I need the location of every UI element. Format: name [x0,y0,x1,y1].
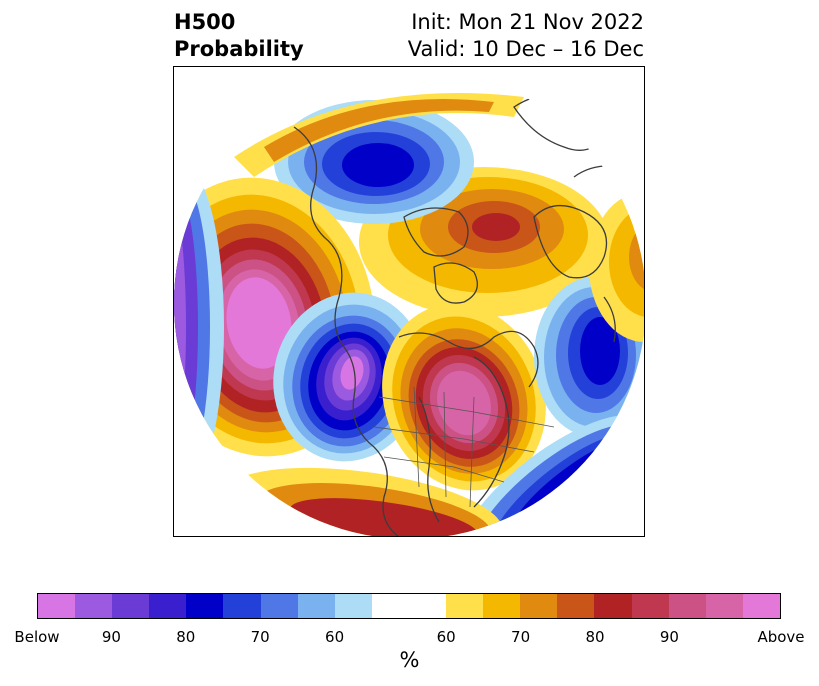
colorbar-segment [631,594,669,618]
title-dates: Init: Mon 21 Nov 2022 Valid: 10 Dec – 16… [408,9,644,63]
anomaly-westna-below [273,292,425,462]
colorbar-segment [297,594,335,618]
valid-range: Valid: 10 Dec – 16 Dec [407,37,644,61]
colorbar-segment [371,594,409,618]
title-variable-line1: H500 [174,10,236,34]
colorbar-segment [446,594,484,618]
colorbar-tick-label: 70 [250,628,270,646]
colorbar-segment [223,594,261,618]
anomaly-eastcanada-above [382,303,546,491]
colorbar-segment [186,594,224,618]
colorbar-tick-label: 80 [176,628,196,646]
colorbar-segment [520,594,558,618]
probability-map [173,66,645,537]
anomaly-top-above [234,93,524,177]
colorbar-segment [38,594,76,618]
title-variable: H500 Probability [174,9,304,63]
colorbar [37,593,781,619]
polar-map-svg [174,67,644,536]
colorbar-segment [112,594,150,618]
colorbar-tick-label: 90 [659,628,679,646]
colorbar-tick-label: 60 [436,628,456,646]
colorbar-tick-label: 90 [101,628,121,646]
colorbar-segment [149,594,187,618]
borders [373,386,555,508]
colorbar-tick-label: Above [757,628,805,646]
colorbar-segment [668,594,706,618]
init-date: Init: Mon 21 Nov 2022 [411,10,644,34]
colorbar-segment [705,594,743,618]
colorbar-tick-label: 80 [585,628,605,646]
colorbar-segment [557,594,595,618]
colorbar-tick-label: Below [14,628,60,646]
colorbar-segment [260,594,298,618]
colorbar-ticks: Below 90 80 70 60 60 70 80 90 Above [14,628,804,646]
colorbar-segment [594,594,632,618]
colorbar-segment [334,594,372,618]
colorbar-unit: % [399,648,420,672]
colorbar-segment [483,594,521,618]
anomaly-field [174,67,644,536]
colorbar-segment [75,594,113,618]
colorbar-segment [408,594,447,618]
title-variable-line2: Probability [174,37,304,61]
colorbar-tick-label: 60 [325,628,345,646]
colorbar-segment [742,594,780,618]
colorbar-tick-label: 70 [511,628,531,646]
